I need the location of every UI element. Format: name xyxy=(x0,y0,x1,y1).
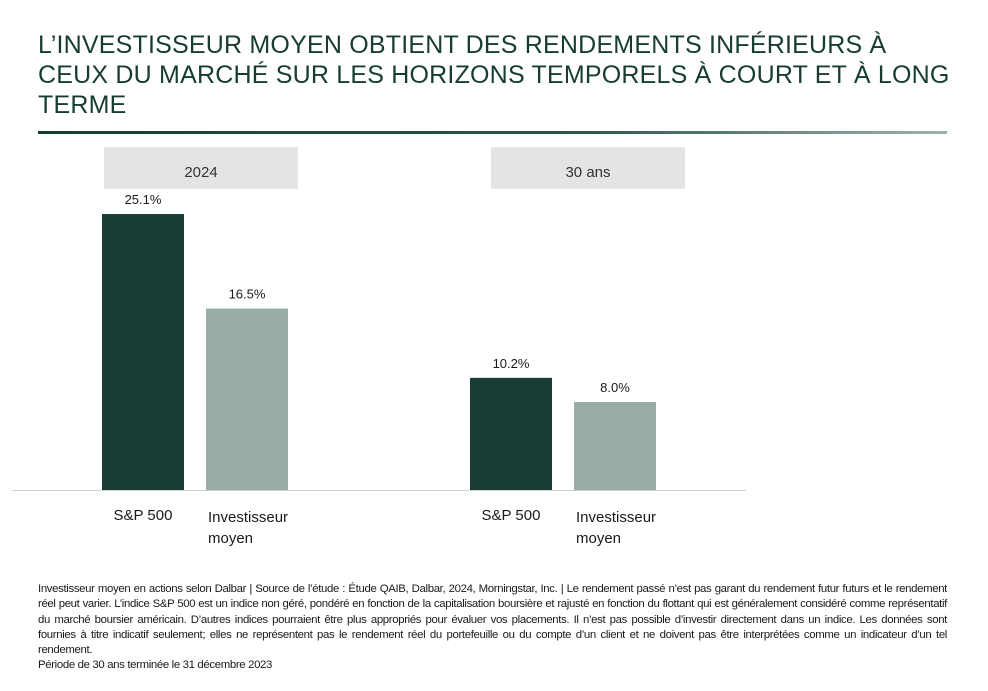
title-divider xyxy=(38,131,947,134)
bar-chart: 2024 25.1% S&P 500 16.5% Investisseur moyen 30… xyxy=(12,147,746,547)
bar-sp500 xyxy=(470,377,552,490)
category-label: Investisseur moyen xyxy=(208,509,288,547)
panel-header xyxy=(491,147,685,189)
panel-header xyxy=(104,147,298,189)
chart-title: L’INVESTISSEUR MOYEN OBTIENT DES RENDEME… xyxy=(38,31,950,119)
panel-header-label: 2024 xyxy=(184,164,217,181)
category-label: S&P 500 xyxy=(114,507,173,524)
footnote-disclaimer: Investisseur moyen en actions selon Dalb… xyxy=(38,583,947,657)
footnote-period: Période de 30 ans terminée le 31 décembr… xyxy=(38,659,273,672)
bar-value-label: 10.2% xyxy=(493,356,530,371)
category-label: Investisseur moyen xyxy=(576,509,656,547)
bar-investisseur xyxy=(206,308,288,490)
bar-value-label: 25.1% xyxy=(125,192,162,207)
panel-header-label: 30 ans xyxy=(565,164,610,181)
bar-value-label: 8.0% xyxy=(600,380,630,395)
bar-investisseur xyxy=(574,402,656,490)
category-label: S&P 500 xyxy=(482,507,541,524)
footnote: Investisseur moyen en actions selon Dalb… xyxy=(38,582,947,674)
bar-sp500 xyxy=(102,214,184,490)
bar-value-label: 16.5% xyxy=(229,287,266,302)
